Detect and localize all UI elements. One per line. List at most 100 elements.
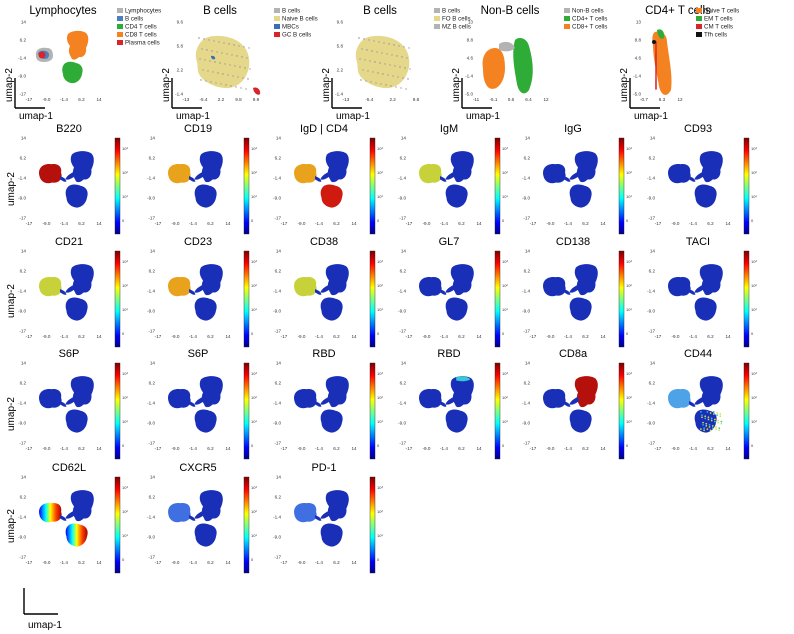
cell-point: [655, 74, 657, 76]
x-tick-label: -17: [26, 97, 33, 102]
plasma-cluster: [189, 176, 196, 182]
x-tick-label: -5.1: [490, 97, 498, 102]
colorbar: [618, 362, 625, 460]
x-tick-label: 14: [476, 446, 482, 451]
x-tick-label: -9.0: [172, 560, 180, 565]
cell-point: [709, 412, 712, 414]
colorbar-tick-label: 10¹: [122, 194, 128, 199]
panel-title: IgG: [564, 123, 582, 135]
plasma-cluster: [189, 515, 196, 521]
x-tick-label: 6.2: [78, 97, 85, 102]
cell-point: [393, 44, 395, 46]
cd8-cluster: [320, 297, 343, 321]
colorbar: [369, 137, 376, 235]
x-tick-label: -17: [655, 221, 662, 226]
y-tick-label: -17: [648, 441, 655, 446]
x-tick-label: 6.2: [333, 221, 340, 226]
x-tick-label: 14: [600, 221, 606, 226]
cell-point: [402, 77, 404, 79]
cluster-arm: [320, 510, 331, 519]
colorbar-tick-label: 10³: [377, 146, 383, 151]
cell-point: [359, 58, 361, 60]
x-tick-label: 6.2: [707, 221, 714, 226]
colorbar-tick-label: 10¹: [251, 419, 257, 424]
x-tick-label: -9.0: [672, 446, 680, 451]
colorbar-tick-label: 10³: [626, 371, 632, 376]
colorbar-tick-label: 0: [377, 443, 380, 448]
cd8-cluster: [194, 184, 217, 208]
y-tick-label: -1.4: [335, 92, 343, 97]
marker-panel: S6P 14 6.2 -1.4 -9.0 -17-17 -9.0 -1.4 6.2 14 10³ 10…: [147, 348, 257, 460]
colorbar-tick-label: 0: [751, 218, 754, 223]
cell-point: [237, 76, 239, 78]
colorbar-tick-label: 10²: [626, 395, 632, 400]
cluster-arm: [65, 510, 76, 519]
x-tick-label: -9.0: [43, 97, 51, 102]
colorbar-tick-label: 0: [751, 443, 754, 448]
legend-swatch: [564, 8, 570, 13]
y-tick-label: -17: [19, 329, 26, 334]
colorbar: [114, 476, 121, 574]
cd8-cluster: [194, 409, 217, 433]
y-tick-label: -9.0: [647, 309, 655, 314]
cluster-arm: [194, 284, 205, 293]
y-axis-label: umap-2: [6, 284, 17, 318]
colorbar-tick-label: 10¹: [502, 307, 508, 312]
colorbar-tick-label: 10²: [751, 170, 757, 175]
x-tick-label: -1.4: [60, 221, 68, 226]
x-tick-label: -9.0: [43, 334, 51, 339]
x-tick-label: 14: [96, 446, 102, 451]
cell-point: [655, 60, 657, 62]
legend-entry: CD4 T cells: [125, 24, 157, 31]
legend-entry: B cells: [442, 8, 460, 15]
y-tick-label: -17: [19, 216, 26, 221]
colorbar: [369, 476, 376, 574]
cd4-cluster: [325, 264, 349, 296]
marker-panel: CD23 14 6.2 -1.4 -9.0 -17-17 -9.0 -1.4 6.2 14 10³ 1…: [147, 236, 257, 348]
cell-point: [361, 48, 363, 50]
y-tick-label: -1.4: [18, 515, 26, 520]
cell-point: [717, 419, 720, 422]
colorbar: [494, 250, 501, 348]
y-tick-label: 14: [276, 361, 282, 366]
x-tick-label: 6.2: [333, 334, 340, 339]
x-tick-label: -17: [530, 221, 537, 226]
cell-point: [406, 57, 408, 59]
cell-point: [655, 58, 657, 60]
y-tick-label: 14: [21, 136, 27, 141]
cell-point: [382, 73, 384, 75]
colorbar-tick-label: 10¹: [751, 194, 757, 199]
panel-title: CD21: [55, 236, 83, 248]
colorbar: [743, 362, 750, 460]
cell-point: [711, 425, 714, 427]
cell-point: [655, 66, 657, 68]
x-tick-label: -1.4: [189, 560, 197, 565]
cd4-cluster: [450, 376, 474, 408]
y-tick-label: -9.0: [273, 535, 281, 540]
cell-point: [233, 44, 235, 46]
colorbar-tick-label: 10²: [502, 170, 508, 175]
colorbar-tick-label: 10¹: [751, 419, 757, 424]
x-tick-label: -17: [26, 221, 33, 226]
cell-point: [655, 54, 657, 56]
cell-point: [216, 51, 218, 53]
panel-title: RBD: [312, 348, 335, 360]
x-tick-label: 6.2: [707, 334, 714, 339]
y-tick-label: -17: [648, 329, 655, 334]
cell-point: [231, 54, 233, 56]
b-cell-cluster: [294, 164, 317, 184]
y-tick-label: -1.4: [398, 176, 406, 181]
y-tick-label: 14: [150, 249, 156, 254]
x-tick-label: 14: [725, 221, 731, 226]
cell-point: [381, 52, 383, 54]
y-tick-label: -1.4: [175, 92, 183, 97]
x-tick-label: -13: [343, 97, 350, 102]
x-tick-label: 14: [96, 334, 102, 339]
cd8-cluster: [445, 409, 468, 433]
x-tick-label: -5.4: [365, 97, 373, 102]
y-tick-label: -9.0: [18, 196, 26, 201]
x-tick-label: -9.0: [547, 334, 555, 339]
colorbar-tick-label: 0: [502, 443, 505, 448]
y-axis-label: umap-2: [321, 68, 332, 102]
